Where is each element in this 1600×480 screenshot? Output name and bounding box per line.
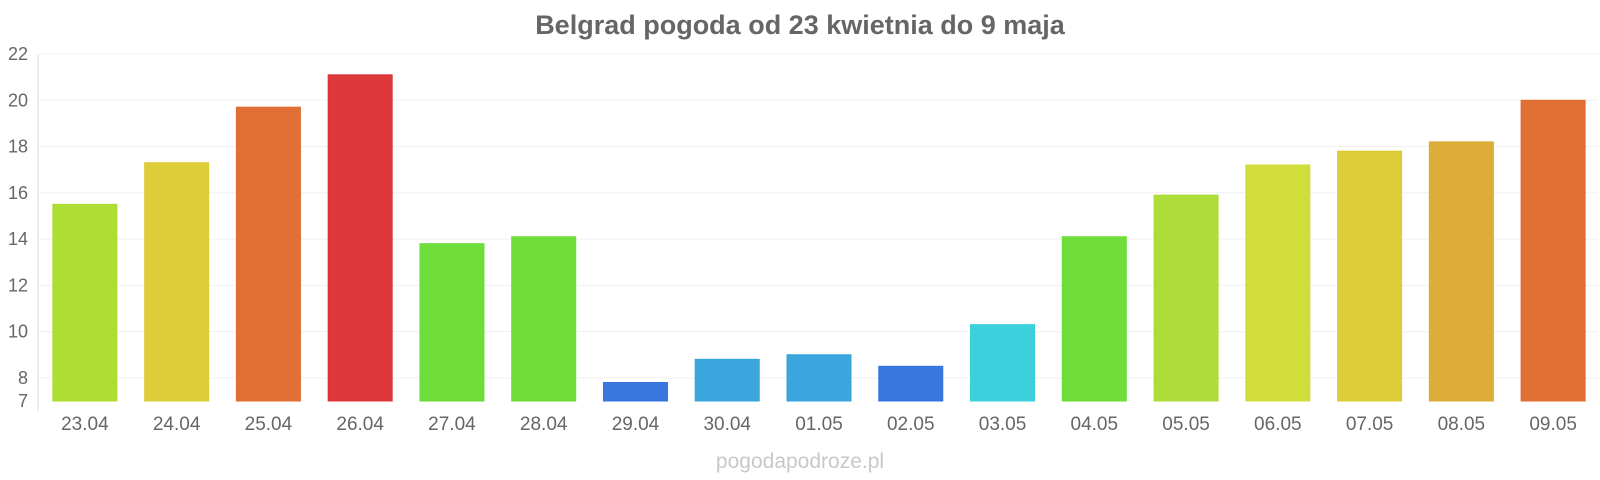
y-tick-label: 18: [8, 137, 28, 157]
x-tick-label: 09.05: [1529, 414, 1577, 435]
bar-07.05: [1337, 150, 1403, 402]
y-tick-label: 16: [8, 183, 28, 203]
x-tick-label: 03.05: [979, 414, 1027, 435]
bar-09.05: [1520, 99, 1586, 402]
x-tick-label: 08.05: [1438, 414, 1486, 435]
x-tick-label: 27.04: [428, 414, 476, 435]
y-tick-label: 8: [18, 368, 28, 388]
bar-28.04: [511, 236, 577, 402]
x-tick-label: 05.05: [1162, 414, 1210, 435]
bar-08.05: [1428, 141, 1494, 402]
bar-29.04: [602, 381, 668, 402]
y-tick-label: 7: [18, 391, 28, 411]
x-tick-label: 01.05: [795, 414, 843, 435]
bar-23.04: [52, 203, 118, 402]
bar-04.05: [1061, 236, 1127, 402]
bar-30.04: [694, 358, 760, 402]
bar-25.04: [235, 106, 301, 402]
bar-05.05: [1153, 194, 1219, 402]
bar-01.05: [786, 354, 852, 402]
y-tick-label: 12: [8, 275, 28, 295]
bar-02.05: [878, 365, 944, 402]
bar-06.05: [1245, 164, 1311, 402]
y-tick-label: 10: [8, 322, 28, 342]
x-tick-label: 02.05: [887, 414, 935, 435]
x-tick-label: 28.04: [520, 414, 568, 435]
bar-03.05: [970, 324, 1036, 402]
x-tick-label: 06.05: [1254, 414, 1302, 435]
bar-24.04: [144, 162, 210, 402]
y-tick-label: 22: [8, 44, 28, 64]
chart-title: Belgrad pogoda od 23 kwietnia do 9 maja: [535, 10, 1065, 40]
bars: [52, 74, 1586, 402]
x-tick-label: 25.04: [245, 414, 293, 435]
x-tick-label: 23.04: [61, 414, 109, 435]
x-tick-label: 04.05: [1071, 414, 1119, 435]
x-tick-label: 07.05: [1346, 414, 1394, 435]
x-tick-label: 26.04: [336, 414, 384, 435]
x-tick-label: 29.04: [612, 414, 660, 435]
bar-26.04: [327, 74, 393, 402]
y-tick-label: 14: [8, 229, 28, 249]
watermark: pogodapodroze.pl: [715, 450, 885, 473]
y-tick-label: 20: [8, 90, 28, 110]
x-tick-label: 24.04: [153, 414, 201, 435]
bar-27.04: [419, 243, 485, 402]
x-tick-labels: 23.04 24.04 25.04 26.04 27.04 28.04 29.04 30.04…: [61, 414, 1577, 435]
x-tick-label: 30.04: [703, 414, 751, 435]
y-tick-labels: 7 8 10 12 14 16 18 20 22: [8, 44, 28, 411]
